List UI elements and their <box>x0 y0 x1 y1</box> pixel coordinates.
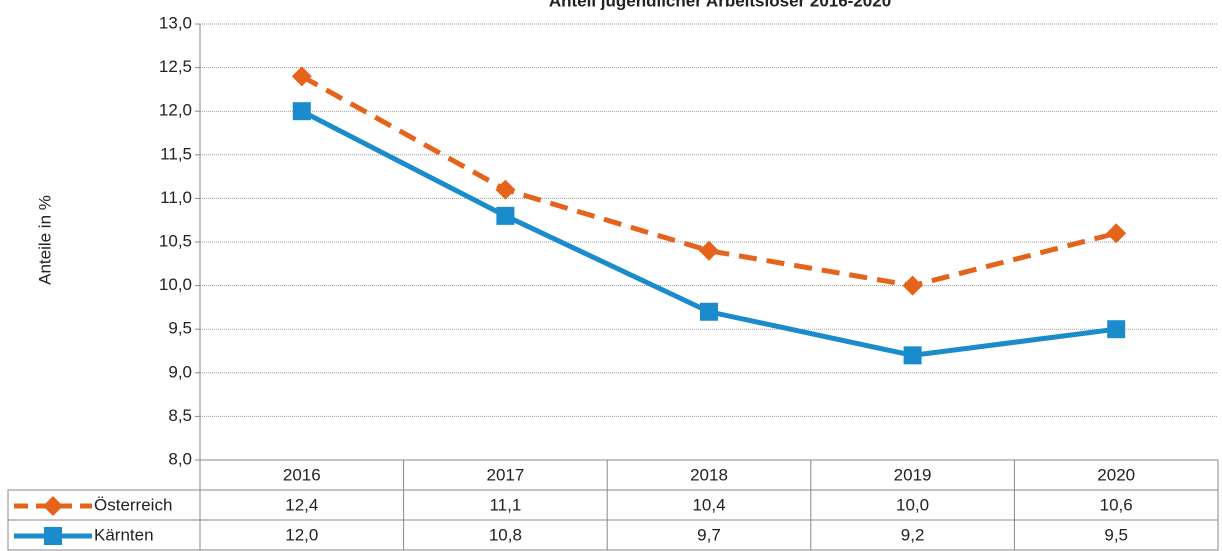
table-value: 10,6 <box>1100 495 1133 514</box>
y-tick-label: 8,5 <box>168 406 192 425</box>
series-line <box>300 74 1117 289</box>
table-value: 12,0 <box>285 525 318 544</box>
table-value: 11,1 <box>489 495 521 514</box>
table-value: 10,4 <box>692 495 725 514</box>
table-value: 9,5 <box>1104 525 1128 544</box>
x-tick-label: 2019 <box>894 465 932 484</box>
data-point <box>700 302 718 321</box>
table-value: 9,7 <box>697 525 721 544</box>
x-tick-label: 2017 <box>486 465 524 484</box>
y-tick-label: 12,0 <box>159 101 192 120</box>
y-tick-label: 10,5 <box>159 231 192 250</box>
data-point <box>496 206 515 225</box>
y-tick-label: 13,0 <box>159 13 192 32</box>
table-value: 12,4 <box>285 495 318 514</box>
data-point <box>1107 320 1126 339</box>
y-tick-label: 11,0 <box>160 188 192 207</box>
y-tick-label: 12,5 <box>159 57 192 76</box>
data-point <box>1106 223 1127 244</box>
data-point <box>291 66 312 87</box>
y-tick-label: 8,0 <box>168 449 192 468</box>
x-tick-label: 2018 <box>690 465 728 484</box>
legend-label: Österreich <box>94 495 172 514</box>
data-point <box>903 346 922 365</box>
table-value: 9,2 <box>901 525 925 544</box>
data-point <box>292 102 311 121</box>
y-tick-label: 9,5 <box>168 319 192 338</box>
table-value: 10,8 <box>489 525 522 544</box>
y-axis-label: Anteile in % <box>35 195 54 285</box>
legend-label: Kärnten <box>94 525 154 544</box>
x-tick-label: 2016 <box>283 465 321 484</box>
legend-marker <box>43 496 63 516</box>
data-point <box>902 275 923 296</box>
chart-title: Anteil jugendlicher Arbeitsloser 2016-20… <box>549 0 891 10</box>
y-tick-label: 9,0 <box>168 362 192 381</box>
y-tick-label: 10,0 <box>159 275 192 294</box>
table-value: 10,0 <box>896 495 929 514</box>
y-tick-label: 11,5 <box>160 144 192 163</box>
x-tick-label: 2020 <box>1097 465 1135 484</box>
data-point <box>495 179 516 200</box>
data-point <box>699 240 719 261</box>
legend-marker <box>44 527 62 545</box>
